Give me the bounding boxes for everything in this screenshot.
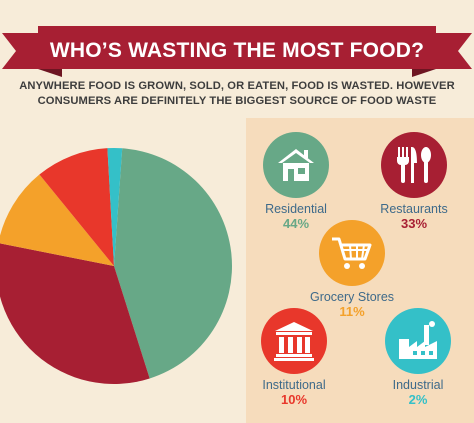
residential-percent: 44%: [282, 216, 310, 231]
pie-slice-institutional: [39, 148, 114, 266]
grocery-stores-percent: 11%: [339, 304, 365, 319]
legend-industrial: Industrial 2%: [358, 308, 474, 407]
institutional-label: Institutional: [262, 378, 326, 392]
industrial-label: Industrial: [392, 378, 444, 392]
title-banner: [2, 26, 472, 77]
restaurants-label: Restaurants: [380, 202, 448, 216]
pie-slice-grocery-stores: [0, 174, 114, 266]
pie-slice-residential: [114, 148, 233, 379]
institutional-percent: 10%: [280, 392, 308, 407]
legend-residential: Residential 44%: [236, 132, 356, 231]
pie-slice-restaurants: [0, 243, 150, 384]
factory-icon: [385, 308, 451, 374]
pie-slice-industrial: [107, 148, 123, 266]
pie-chart: [0, 148, 233, 384]
industrial-percent: 2%: [408, 392, 428, 407]
legend-institutional: Institutional 10%: [234, 308, 354, 407]
house-icon: [263, 132, 329, 198]
page-subtitle: ANYWHERE FOOD IS GROWN, SOLD, OR EATEN, …: [10, 79, 464, 109]
legend-grocery-stores: Grocery Stores 11%: [292, 220, 412, 319]
restaurants-percent: 33%: [400, 216, 428, 231]
fork-knife-spoon-icon: [381, 132, 447, 198]
subtitle-line-2: CONSUMERS ARE DEFINITELY THE BIGGEST SOU…: [37, 95, 437, 107]
residential-label: Residential: [265, 202, 327, 216]
government-building-icon: [261, 308, 327, 374]
shopping-cart-icon: [319, 220, 385, 286]
subtitle-line-1: ANYWHERE FOOD IS GROWN, SOLD, OR EATEN, …: [19, 80, 455, 92]
grocery-stores-label: Grocery Stores: [309, 290, 395, 304]
legend-restaurants: Restaurants 33%: [354, 132, 474, 231]
page-title: WHO’S WASTING THE MOST FOOD?: [49, 39, 425, 62]
